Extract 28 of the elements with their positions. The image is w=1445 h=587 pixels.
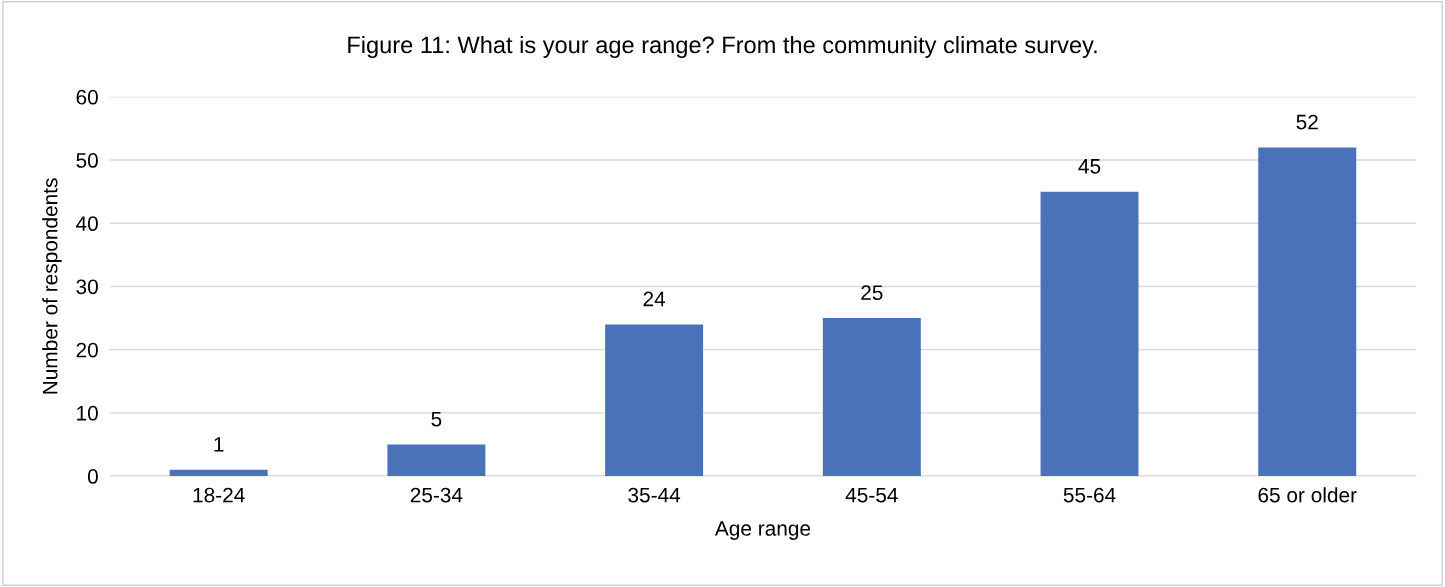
- data-label: 45: [1078, 159, 1101, 174]
- x-tick-label: 65 or older: [1258, 487, 1357, 503]
- y-tick-label: 0: [87, 469, 98, 484]
- y-tick-label: 10: [77, 405, 98, 421]
- y-tick-label: 40: [76, 216, 98, 232]
- data-label: 24: [643, 291, 666, 307]
- chart-title: Figure 11: What is your age range? From the community climate survey.: [348, 35, 1097, 58]
- bar: [822, 318, 921, 477]
- bar: [169, 469, 268, 477]
- x-tick-label: 45-54: [845, 487, 898, 503]
- data-label: 52: [1296, 114, 1318, 130]
- data-label: 25: [861, 285, 883, 301]
- x-tick-label: 18-24: [193, 487, 245, 503]
- data-label: 1: [214, 437, 224, 452]
- x-tick-label: 25-34: [410, 487, 463, 503]
- x-tick-label: 35-44: [628, 487, 681, 503]
- y-tick-label: 20: [76, 342, 98, 358]
- x-tick-label: 55-64: [1063, 487, 1116, 503]
- y-tick-label: 60: [76, 89, 98, 105]
- y-tick-label: 30: [76, 279, 98, 295]
- x-axis-title: Age range: [714, 521, 811, 540]
- bar: [1040, 191, 1139, 477]
- bar: [387, 444, 486, 477]
- bar: [1258, 147, 1357, 477]
- bar: [605, 324, 704, 477]
- y-tick-label: 50: [76, 153, 98, 168]
- data-label: 5: [431, 411, 442, 427]
- y-axis-title: Number of respondents: [42, 178, 62, 394]
